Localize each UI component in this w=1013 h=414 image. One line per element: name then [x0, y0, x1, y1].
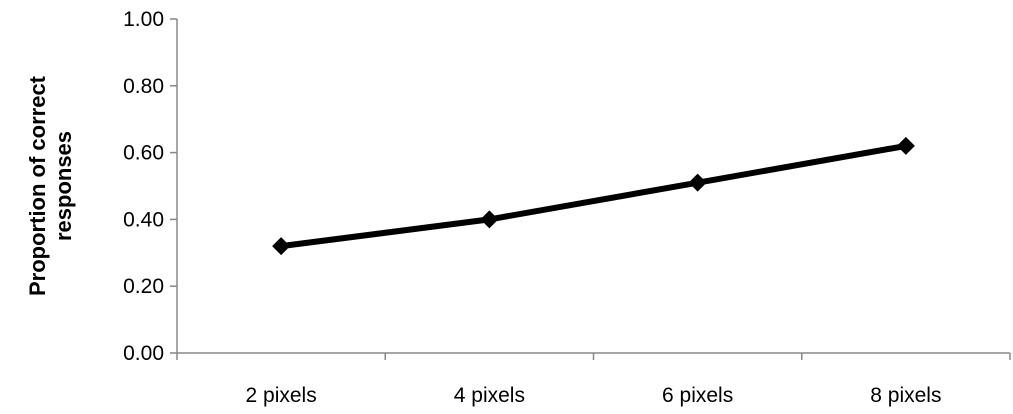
axes — [170, 18, 1011, 360]
data-point-marker — [688, 173, 707, 192]
data-point-marker — [480, 210, 499, 229]
x-tick-label: 2 pixels — [246, 384, 317, 407]
data-point-marker — [272, 237, 291, 256]
tick-labels: 0.00 0.20 0.40 0.60 0.80 1.00 2 pixels 4 pixels… — [123, 8, 941, 407]
x-tick-label: 8 pixels — [870, 384, 941, 407]
y-tick-label: 0.60 — [123, 142, 164, 165]
y-tick-label: 0.20 — [123, 275, 164, 298]
series — [272, 136, 915, 256]
x-tick-label: 6 pixels — [662, 384, 733, 407]
y-axis-title-line-2: responses — [51, 131, 76, 241]
series-line — [278, 142, 909, 250]
y-axis-title: Proportion of correct responses — [25, 75, 76, 296]
y-axis-title-line-1: Proportion of correct — [25, 75, 50, 296]
data-point-marker — [896, 136, 915, 155]
y-tick-label: 0.80 — [123, 75, 164, 98]
x-tick-label: 4 pixels — [454, 384, 525, 407]
y-tick-label: 1.00 — [123, 8, 164, 31]
y-tick-label: 0.00 — [123, 342, 164, 365]
y-tick-label: 0.40 — [123, 208, 164, 231]
